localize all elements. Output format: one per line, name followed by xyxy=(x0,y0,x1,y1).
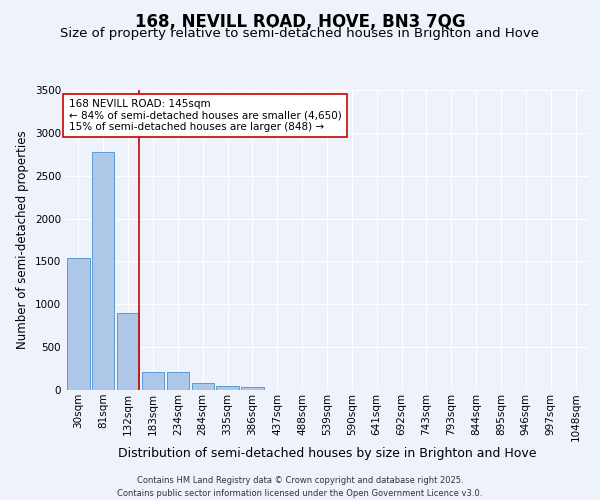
X-axis label: Distribution of semi-detached houses by size in Brighton and Hove: Distribution of semi-detached houses by … xyxy=(118,447,536,460)
Y-axis label: Number of semi-detached properties: Number of semi-detached properties xyxy=(16,130,29,350)
Bar xyxy=(241,388,263,390)
Bar xyxy=(191,382,214,390)
Bar xyxy=(217,386,239,390)
Text: Size of property relative to semi-detached houses in Brighton and Hove: Size of property relative to semi-detach… xyxy=(61,28,539,40)
Bar xyxy=(117,313,139,390)
Bar xyxy=(92,152,115,390)
Text: 168 NEVILL ROAD: 145sqm
← 84% of semi-detached houses are smaller (4,650)
15% of: 168 NEVILL ROAD: 145sqm ← 84% of semi-de… xyxy=(68,99,341,132)
Bar xyxy=(167,372,189,390)
Text: 168, NEVILL ROAD, HOVE, BN3 7QG: 168, NEVILL ROAD, HOVE, BN3 7QG xyxy=(134,12,466,30)
Text: Contains HM Land Registry data © Crown copyright and database right 2025.
Contai: Contains HM Land Registry data © Crown c… xyxy=(118,476,482,498)
Bar xyxy=(67,258,89,390)
Bar xyxy=(142,372,164,390)
